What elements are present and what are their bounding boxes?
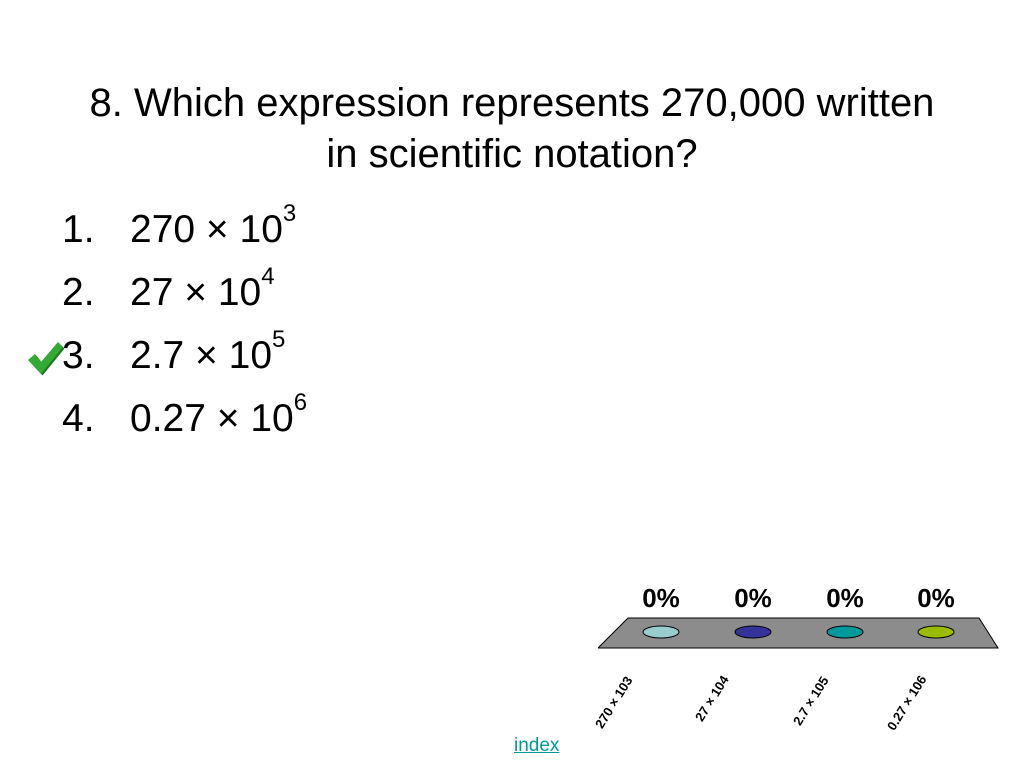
option-expression: 270 × 103 [130, 200, 296, 260]
option-expression: 2.7 × 105 [130, 326, 285, 386]
bar-value-label: 0% [826, 583, 864, 613]
option-exponent: 5 [272, 326, 286, 353]
poll-bar-marker [917, 625, 955, 639]
option-exponent: 6 [293, 389, 308, 416]
answer-option-4[interactable]: 4. 0.27 × 106 [0, 389, 700, 449]
option-number: 1. [62, 208, 95, 251]
question-line-1: 8. Which expression represents 270,000 w… [89, 81, 935, 125]
option-exponent: 3 [282, 200, 297, 227]
poll-bar-marker [826, 625, 864, 639]
response-poll-chart: 0% 0% 0% 0% 270 × 103 27 × 104 2.7 × 105… [592, 580, 1000, 733]
option-exponent: 4 [261, 263, 275, 290]
option-expression: 0.27 × 106 [130, 389, 307, 449]
option-number: 2. [62, 271, 95, 314]
poll-bar-marker [642, 625, 680, 639]
option-base: 27 × 10 [130, 271, 262, 314]
bar-value-label: 0% [734, 583, 772, 613]
poll-bar-marker [734, 625, 772, 639]
option-base: 270 × 10 [130, 208, 283, 251]
option-base: 0.27 × 10 [130, 397, 294, 440]
index-link[interactable]: index [514, 735, 560, 756]
check-mark-icon [28, 342, 65, 376]
option-base: 2.7 × 10 [130, 334, 273, 377]
option-expression: 27 × 104 [130, 263, 275, 323]
option-number: 3. [62, 334, 95, 377]
poll-chart-graphic [598, 617, 999, 649]
answer-option-1[interactable]: 1. 270 × 103 [0, 200, 700, 260]
question-text: 8. Which expression represents 270,000 w… [0, 78, 1024, 180]
bar-value-label: 0% [642, 583, 680, 613]
answer-option-2[interactable]: 2. 27 × 104 [0, 263, 700, 323]
bar-value-label: 0% [917, 583, 955, 613]
question-line-2: in scientific notation? [326, 132, 698, 176]
poll-platform [598, 617, 999, 649]
answer-option-3[interactable]: 3. 2.7 × 105 [0, 326, 700, 386]
option-number: 4. [62, 397, 95, 440]
